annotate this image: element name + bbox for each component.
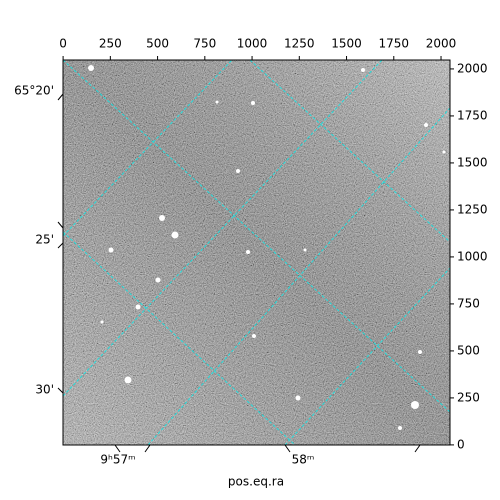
- x-tick-label: 1000: [237, 37, 268, 51]
- x-tick-label: 500: [146, 37, 169, 51]
- x-tick-label: 1500: [331, 37, 362, 51]
- x-tick-label: 1250: [284, 37, 315, 51]
- y-tick-label: 750: [457, 296, 480, 310]
- wcs-ticks: [57, 93, 421, 453]
- y-tick-label: 500: [457, 343, 480, 357]
- y-tick-label: 250: [457, 390, 480, 404]
- y-tick-label: 0: [457, 437, 465, 451]
- dec-label: 65°20': [14, 84, 54, 98]
- y-tick-label: 1500: [457, 155, 488, 169]
- x-tick-label: 250: [99, 37, 122, 51]
- y-tick-label: 1000: [457, 249, 488, 263]
- y-tick-label: 1250: [457, 202, 488, 216]
- y-tick-label: 1750: [457, 108, 488, 122]
- ra-label: 9ʰ57ᵐ: [100, 453, 135, 467]
- dec-label: 30': [35, 383, 54, 397]
- image: [62, 59, 451, 446]
- x-tick-label: 750: [193, 37, 216, 51]
- stars: [88, 65, 446, 430]
- x-tick-label: 1750: [379, 37, 410, 51]
- x-tick-label: 0: [59, 37, 67, 51]
- x-axis-label: pos.eq.ra: [228, 475, 284, 489]
- coordinate-grid: [63, 60, 450, 445]
- ra-label: 58ᵐ: [292, 453, 315, 467]
- dec-label: 25': [35, 233, 54, 247]
- y-tick-label: 2000: [457, 61, 488, 75]
- x-tick-label: 2000: [426, 37, 457, 51]
